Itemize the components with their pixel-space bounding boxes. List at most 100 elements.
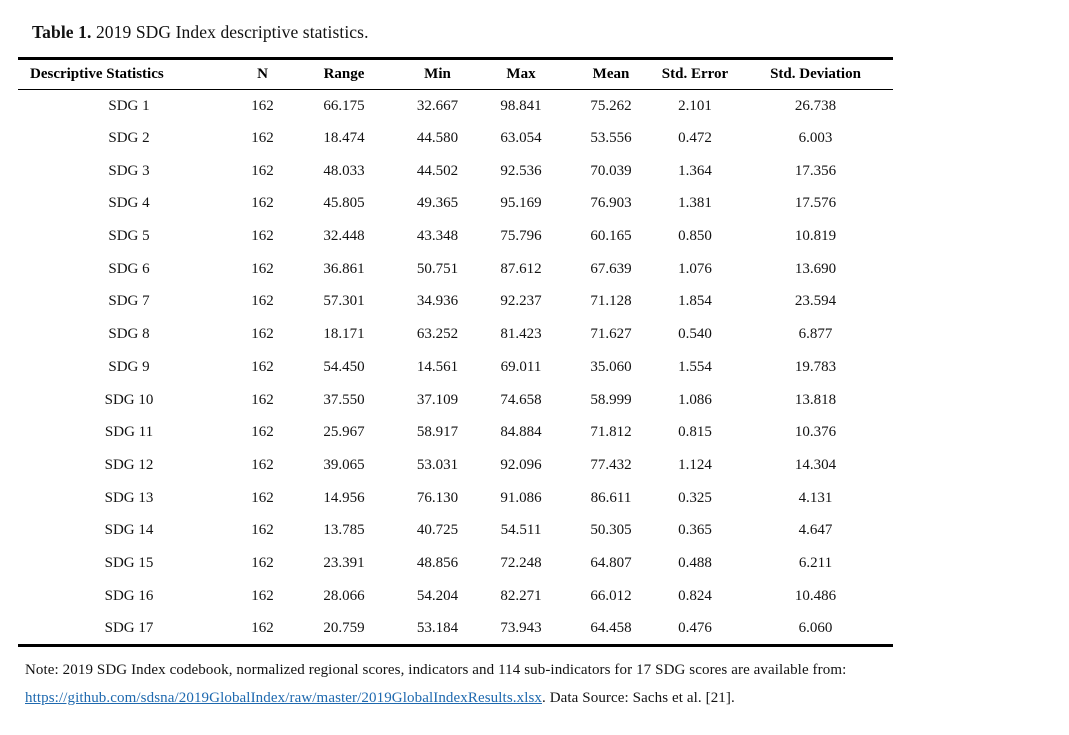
table-cell: 70.039 — [590, 162, 632, 179]
table-cell: 0.325 — [678, 489, 712, 506]
table-cell: 6.003 — [798, 130, 833, 147]
row-label: SDG 11 — [104, 424, 154, 441]
table-row: SDG 12 162 39.065 53.031 92.096 77.432 1.124 14… — [18, 449, 893, 482]
table-cell: 26.738 — [794, 97, 837, 114]
table-cell: 76.130 — [416, 489, 459, 506]
table-cell: 50.751 — [416, 260, 459, 277]
table-cell: 49.365 — [416, 195, 459, 212]
data-source-text: . Data Source: Sachs et al. [21]. — [542, 690, 735, 706]
table-cell: 72.248 — [500, 554, 542, 571]
table-cell: 63.252 — [416, 326, 459, 343]
table-note-line1: Note: 2019 SDG Index codebook, normalize… — [25, 662, 847, 678]
table-cell: 48.856 — [416, 554, 459, 571]
table-cell: 0.472 — [678, 130, 712, 147]
table-cell: 25.967 — [323, 424, 365, 441]
table-row: SDG 11 162 25.967 58.917 84.884 71.812 0.815 10… — [18, 416, 893, 449]
table-row: SDG 6 162 36.861 50.751 87.612 67.639 1.076 13.… — [18, 253, 893, 286]
table-cell: 66.012 — [590, 587, 632, 604]
table-note-line2: https://github.com/sdsna/2019GlobalIndex… — [25, 684, 1060, 712]
table-cell: 10.376 — [794, 424, 837, 441]
column-header-range: Range — [323, 66, 365, 82]
row-label: SDG 8 — [108, 326, 150, 343]
table-cell: 92.096 — [500, 456, 542, 473]
table-cell: 87.612 — [500, 260, 542, 277]
table-cell: 44.502 — [416, 162, 459, 179]
row-label: SDG 7 — [108, 293, 150, 310]
table-cell: 18.171 — [323, 326, 365, 343]
table-row: SDG 5 162 32.448 43.348 75.796 60.165 0.850 10.… — [18, 220, 893, 253]
github-link[interactable]: https://github.com/sdsna/2019GlobalIndex… — [25, 690, 543, 706]
row-label: SDG 13 — [104, 489, 154, 506]
table-cell: 162 — [251, 326, 274, 343]
table-cell: 77.432 — [590, 456, 632, 473]
table-cell: 92.536 — [500, 162, 542, 179]
table-cell: 63.054 — [500, 130, 542, 147]
row-label: SDG 5 — [108, 228, 150, 245]
table-cell: 0.540 — [678, 326, 712, 343]
table-row: SDG 7 162 57.301 34.936 92.237 71.128 1.854 23.… — [18, 286, 893, 319]
table-cell: 1.076 — [678, 260, 712, 277]
table-row: SDG 15 162 23.391 48.856 72.248 64.807 0.488 6.… — [18, 547, 893, 580]
row-label: SDG 15 — [104, 554, 154, 571]
table-caption-label: Table 1. — [32, 22, 92, 42]
table-cell: 20.759 — [323, 619, 365, 636]
table-cell: 37.550 — [323, 391, 365, 408]
table-cell: 23.391 — [323, 554, 365, 571]
table-cell: 95.169 — [500, 195, 542, 212]
table-cell: 4.131 — [798, 489, 833, 506]
table-cell: 34.936 — [416, 293, 459, 310]
table-cell: 0.815 — [678, 424, 712, 441]
table-cell: 54.511 — [500, 522, 542, 539]
table-cell: 81.423 — [500, 326, 542, 343]
table-cell: 19.783 — [794, 358, 837, 375]
table-cell: 75.262 — [590, 97, 632, 114]
table-cell: 0.365 — [678, 522, 712, 539]
table-cell: 17.356 — [794, 162, 837, 179]
table-cell: 162 — [251, 456, 274, 473]
column-header-std-deviation: Std. Deviation — [770, 66, 861, 82]
table-cell: 162 — [251, 358, 274, 375]
table-caption-text: 2019 SDG Index descriptive statistics. — [91, 22, 369, 42]
table-cell: 86.611 — [590, 489, 632, 506]
table-cell: 98.841 — [500, 97, 542, 114]
table-cell: 50.305 — [590, 522, 632, 539]
table-cell: 37.109 — [416, 391, 459, 408]
table-cell: 67.639 — [590, 260, 632, 277]
row-label: SDG 6 — [108, 260, 150, 277]
table-cell: 162 — [251, 260, 274, 277]
row-label: SDG 4 — [108, 195, 150, 212]
row-label: SDG 3 — [108, 162, 150, 179]
table-cell: 14.956 — [323, 489, 365, 506]
table-cell: 84.884 — [500, 424, 542, 441]
table-row: SDG 2 162 18.474 44.580 63.054 53.556 0.472 6.0… — [18, 122, 893, 155]
table-row: SDG 3 162 48.033 44.502 92.536 70.039 1.364 17.… — [18, 155, 893, 188]
table-cell: 82.271 — [500, 587, 542, 604]
table-cell: 1.554 — [678, 358, 712, 375]
table-cell: 18.474 — [323, 130, 365, 147]
table-cell: 162 — [251, 391, 274, 408]
table-cell: 162 — [251, 130, 274, 147]
table-cell: 0.850 — [678, 228, 712, 245]
table-cell: 64.807 — [590, 554, 632, 571]
table-cell: 1.854 — [678, 293, 712, 310]
table-cell: 1.086 — [678, 391, 712, 408]
table-cell: 13.785 — [323, 522, 365, 539]
row-label: SDG 16 — [104, 587, 154, 604]
table-caption: Table 1. 2019 SDG Index descriptive stat… — [32, 21, 369, 43]
table-note: Note: 2019 SDG Index codebook, normalize… — [25, 656, 1060, 712]
table-cell: 40.725 — [416, 522, 459, 539]
table-cell: 162 — [251, 293, 274, 310]
table-cell: 2.101 — [678, 97, 712, 114]
table-cell: 6.060 — [798, 619, 833, 636]
table-cell: 36.861 — [323, 260, 365, 277]
table-cell: 6.877 — [798, 326, 833, 343]
table-row: SDG 8 162 18.171 63.252 81.423 71.627 0.540 6.8… — [18, 318, 893, 351]
table-cell: 162 — [251, 522, 274, 539]
table-cell: 74.658 — [500, 391, 542, 408]
table-cell: 0.824 — [678, 587, 712, 604]
table-cell: 58.917 — [416, 424, 459, 441]
table-cell: 162 — [251, 554, 274, 571]
table-cell: 75.796 — [500, 228, 542, 245]
table-cell: 14.561 — [416, 358, 459, 375]
table-cell: 71.627 — [590, 326, 632, 343]
